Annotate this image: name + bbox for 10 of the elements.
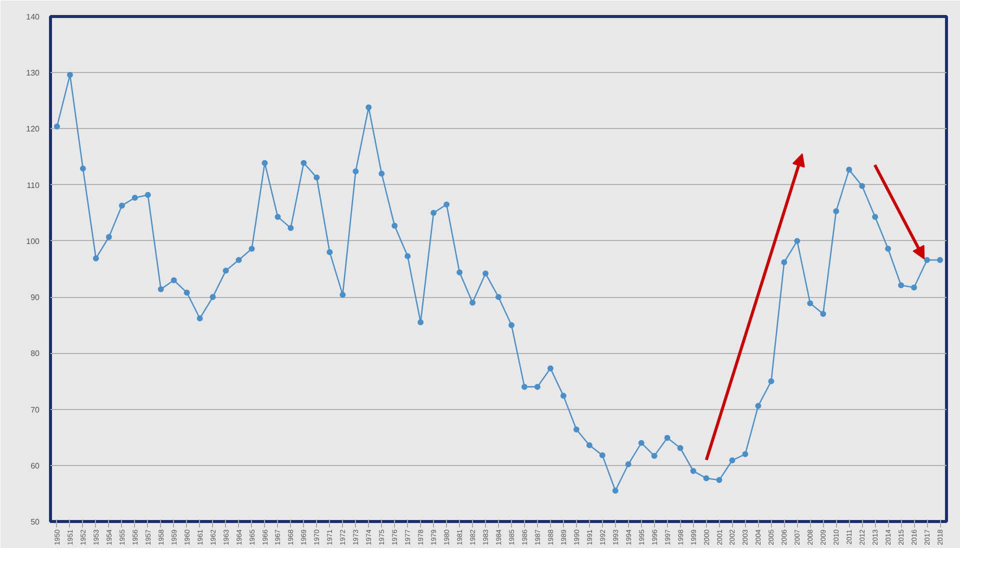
y-tick-label: 60 [30,461,40,470]
y-tick-label: 70 [30,405,40,414]
y-tick-label: 130 [26,68,40,78]
y-tick-label: 100 [26,236,40,246]
y-tick-label: 110 [26,180,40,190]
y-tick-label: 80 [30,349,40,358]
y-tick-label: 90 [30,293,40,302]
y-tick-label: 50 [30,518,40,526]
y-tick-label: 120 [26,124,40,134]
y-tick-label: 140 [26,12,40,22]
